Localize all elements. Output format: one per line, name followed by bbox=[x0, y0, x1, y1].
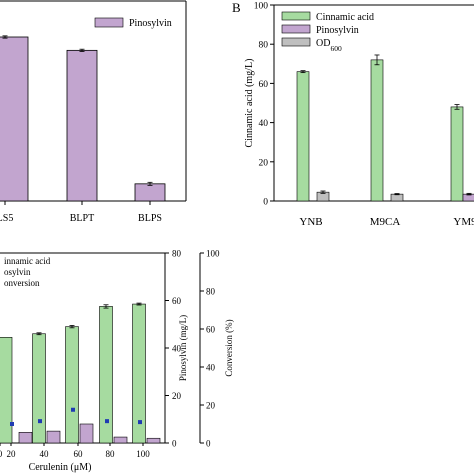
panelB-panel-label: B bbox=[232, 0, 241, 15]
panelA-x-tick-label-BLPT: BLPT bbox=[70, 213, 94, 224]
panelC-bar-cinnamic-0 bbox=[0, 337, 13, 444]
panelB-legend-swatch-od600 bbox=[281, 37, 311, 47]
panelB-bar-od600-M9CA bbox=[390, 193, 404, 202]
panelB-legend-label-pinosylvin: Pinosylvin bbox=[316, 25, 359, 36]
panelC-legend-label-pinosylvin: osylvin bbox=[4, 267, 31, 277]
panelC-conversion-axis-label: Conversion (%) bbox=[224, 319, 234, 376]
panelC-x-tick-label-60-3: 60 bbox=[74, 449, 84, 459]
panelB-bar-cinnamic-YNB bbox=[296, 71, 310, 202]
panelA-bar-pinosylvin-BLPT bbox=[66, 49, 98, 202]
panelA-errorbar-LS5 bbox=[2, 35, 8, 39]
panelB-x-tick-label-M9CA: M9CA bbox=[370, 216, 401, 228]
panelB-errorbar-od600-YNB bbox=[320, 190, 326, 194]
panelC-x-tick-label-40-2: 40 bbox=[40, 449, 50, 459]
panelC-pinosylvin-tick-label-40: 40 bbox=[172, 344, 182, 354]
panelC-errorbar-cinnamic-40 bbox=[36, 332, 42, 336]
panelB-x-tick-label-YNB: YNB bbox=[299, 216, 322, 228]
panelC-conversion-tick-label-40: 40 bbox=[206, 363, 216, 373]
panelB-bar-cinnamic-M9CA bbox=[370, 59, 384, 202]
panelA-errorbar-BLPT bbox=[79, 48, 85, 52]
panelC-pinosylvin-tick-label-0: 0 bbox=[172, 439, 177, 449]
panelA-errorbar-BLPS bbox=[147, 181, 153, 186]
panelC-bar-pinosylvin-60 bbox=[79, 423, 94, 444]
panelB-y-tick-label-100: 100 bbox=[254, 2, 269, 12]
panelA-legend-swatch-pinosylvin bbox=[94, 17, 124, 28]
panelB-y-tick-label-0: 0 bbox=[263, 198, 268, 208]
panelB-errorbar-pinosylvin-YM9 bbox=[466, 192, 472, 196]
panelC-pinosylvin-tick-label-80: 80 bbox=[172, 249, 182, 259]
panelB-legend-swatch-cinnamic bbox=[281, 11, 311, 21]
panelB-y-tick-label-20: 20 bbox=[259, 158, 269, 168]
panelB-errorbar-cinnamic-M9CA bbox=[374, 54, 380, 66]
panelC-legend-label-cinnamic: innamic acid bbox=[4, 256, 51, 266]
panelB-y-axis-label: Cinnamic acid (mg/L) bbox=[244, 59, 255, 148]
panelC-point-conversion-40 bbox=[38, 419, 42, 424]
panelC-point-conversion-100 bbox=[138, 420, 142, 425]
panelC-conversion-tick-label-80: 80 bbox=[206, 287, 216, 297]
panelC-bar-pinosylvin-40 bbox=[46, 430, 61, 444]
panelC-x-tick-label-100-5: 100 bbox=[136, 449, 150, 459]
panelC-x-tick-label-20-1: 20 bbox=[7, 449, 17, 459]
panelB-y-tick-label-80: 80 bbox=[259, 41, 269, 51]
panelA-bar-pinosylvin-BLPS bbox=[134, 183, 166, 202]
panelB-x-tick-label-YM9: YM9 bbox=[453, 216, 474, 228]
panelC-x-axis-label: Cerulenin (μM) bbox=[29, 462, 92, 473]
panelC-bar-pinosylvin-80 bbox=[113, 436, 128, 444]
panelB-legend-swatch-pinosylvin bbox=[281, 24, 311, 34]
panelC-point-conversion-60 bbox=[71, 407, 75, 412]
panelC-x-tick-label-80-4: 80 bbox=[106, 449, 116, 459]
panelB-y-tick-label-60: 60 bbox=[259, 80, 269, 90]
panelC-point-conversion-80 bbox=[105, 419, 109, 424]
panelA-legend-label-pinosylvin: Pinosylvin bbox=[129, 18, 172, 29]
panelA-bar-pinosylvin-LS5 bbox=[0, 36, 29, 202]
panelA-x-tick-label-LS5: LS5 bbox=[0, 213, 13, 224]
panelC-conversion-tick-label-0: 0 bbox=[206, 439, 211, 449]
panelC-point-conversion-20 bbox=[10, 422, 14, 426]
panelB-legend-label-od600: OD600 bbox=[316, 38, 342, 53]
panelC-legend-label-conversion: onversion bbox=[4, 278, 40, 288]
panelC-conversion-tick-label-20: 20 bbox=[206, 401, 216, 411]
panelC-conversion-tick-label-60: 60 bbox=[206, 325, 216, 335]
panelB-y-tick-label-40: 40 bbox=[259, 119, 269, 129]
panelC-bar-cinnamic-40 bbox=[32, 333, 46, 444]
panelB-legend-label-cinnamic: Cinnamic acid bbox=[316, 12, 374, 23]
panelC-conversion-tick-label-100: 100 bbox=[206, 249, 220, 259]
panelC-errorbar-cinnamic-100 bbox=[136, 302, 142, 306]
panelC-bar-pinosylvin-20 bbox=[18, 432, 33, 444]
panelA-x-tick-label-BLPS: BLPS bbox=[138, 213, 162, 224]
panelB-errorbar-od600-M9CA bbox=[394, 193, 400, 196]
panelC-pinosylvin-tick-label-60: 60 bbox=[172, 296, 182, 306]
panelC-x-tick-label-0-0: 0 bbox=[0, 449, 3, 459]
panelB-errorbar-cinnamic-YNB bbox=[300, 70, 306, 74]
panelC-pinosylvin-tick-label-20: 20 bbox=[172, 391, 182, 401]
panelC-errorbar-cinnamic-60 bbox=[69, 325, 75, 329]
panelC-errorbar-cinnamic-80 bbox=[103, 304, 109, 309]
panelB-errorbar-cinnamic-YM9 bbox=[454, 104, 460, 110]
panelB-bar-cinnamic-YM9 bbox=[450, 106, 464, 202]
panelC-bar-pinosylvin-100 bbox=[146, 437, 161, 444]
panelC-bar-cinnamic-60 bbox=[65, 326, 79, 444]
panelC-pinosylvin-axis-label: Pinosylvin (mg/L) bbox=[178, 315, 188, 381]
